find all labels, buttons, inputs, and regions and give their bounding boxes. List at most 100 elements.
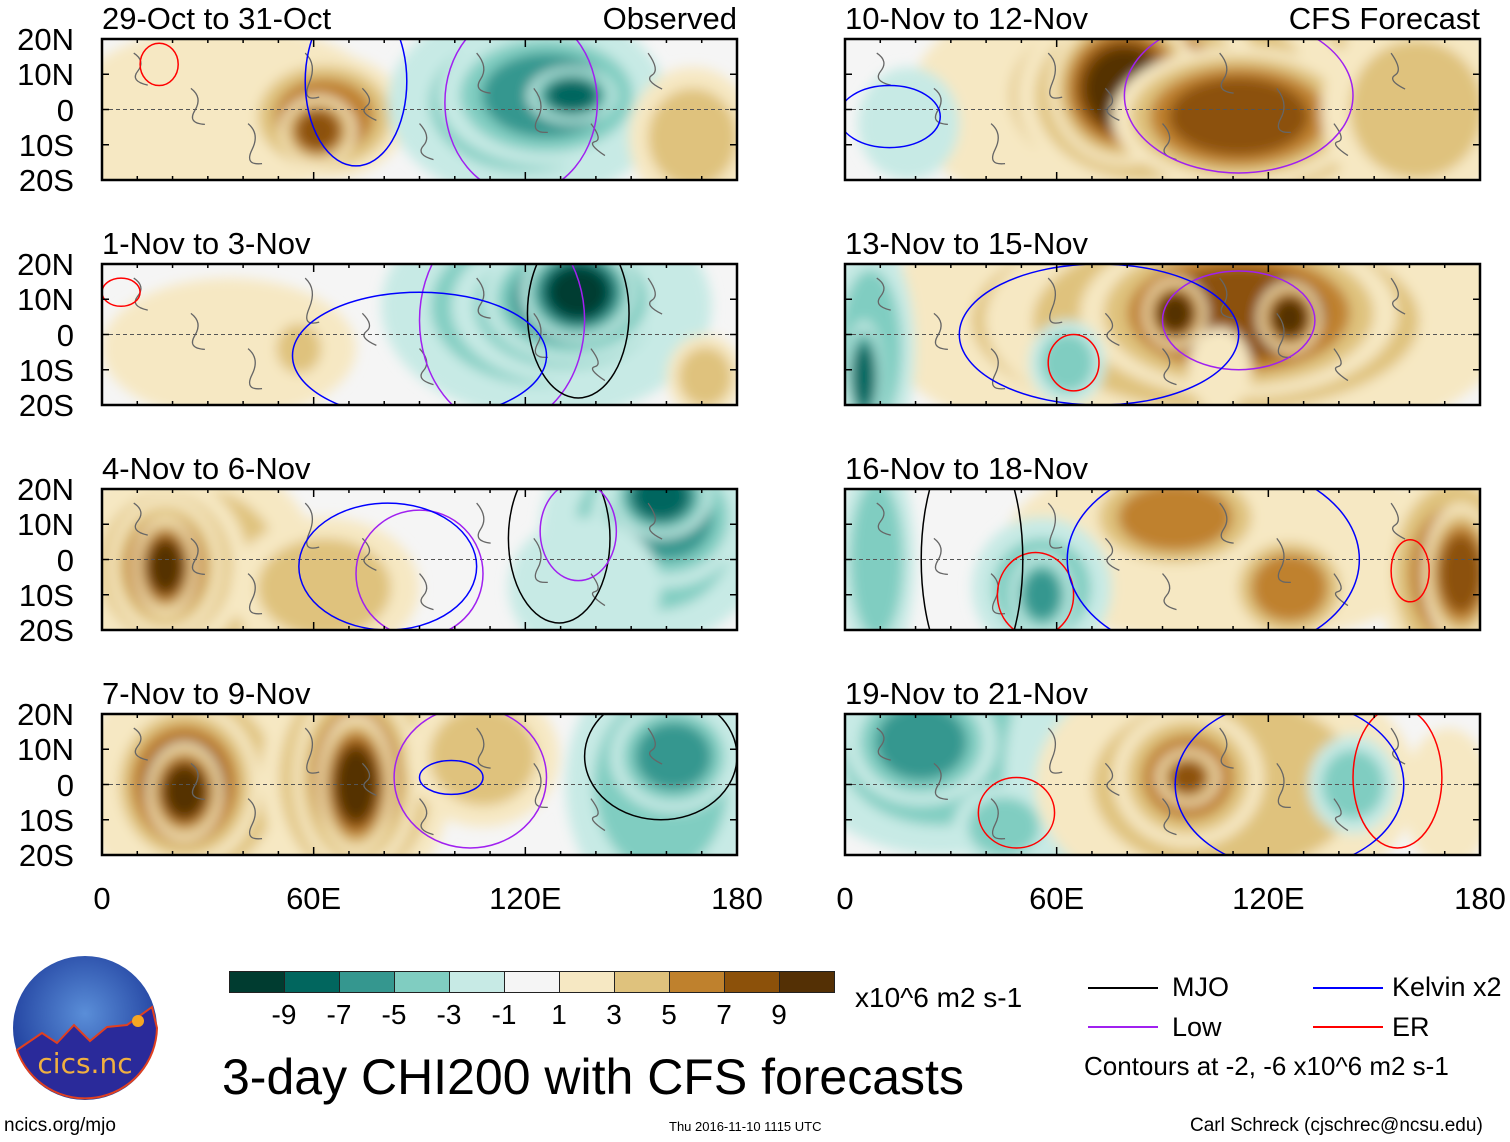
legend-kelvin-line — [1313, 987, 1383, 989]
chi-anomaly-region — [102, 123, 217, 180]
lat-tick-label: 20N — [17, 697, 74, 732]
panel-period: 1-Nov to 3-Nov — [102, 226, 311, 261]
coastline — [133, 502, 148, 536]
coastline — [533, 312, 548, 359]
colorbar-swatch — [559, 971, 615, 993]
coastline — [1047, 277, 1063, 324]
lat-tick-label: 10N — [17, 282, 74, 318]
filtered-contour — [1161, 270, 1316, 371]
coastline — [647, 502, 663, 540]
coastline — [590, 348, 606, 382]
filtered-contour — [526, 264, 630, 399]
filtered-contour — [418, 759, 484, 796]
chi-anomaly-region — [857, 67, 960, 180]
colorbar-swatch — [339, 971, 395, 993]
coastline — [876, 52, 891, 86]
lat-tick-label: 10S — [18, 802, 74, 838]
figure-title: 3-day CHI200 with CFS forecasts — [222, 1049, 964, 1105]
legend-mjo: MJO — [1172, 972, 1229, 1002]
coastline — [533, 537, 548, 584]
coastline — [1276, 762, 1291, 809]
panel-period: 13-Nov to 15-Nov — [845, 226, 1088, 261]
coastline — [1162, 348, 1177, 386]
coastline — [361, 87, 377, 121]
colorbar-tick-label: -7 — [326, 999, 352, 1030]
panel-period: 19-Nov to 21-Nov — [845, 676, 1088, 711]
coastline — [1276, 537, 1291, 584]
chi-anomaly-region — [678, 347, 732, 405]
filtered-contour — [977, 776, 1056, 849]
filtered-contour — [996, 551, 1075, 630]
panel-type-label: Observed — [602, 1, 737, 36]
filtered-contour — [304, 39, 408, 167]
panel-period: 7-Nov to 9-Nov — [102, 676, 311, 711]
lon-tick-label: 120E — [1232, 881, 1305, 916]
coastline — [1219, 727, 1234, 769]
chi-anomaly-region — [276, 323, 322, 374]
colorbar-swatch — [229, 971, 285, 993]
coastline — [476, 277, 491, 319]
chi-anomaly-region — [853, 345, 875, 405]
coastline — [990, 573, 1006, 615]
coastline — [647, 52, 663, 90]
coastline — [1047, 502, 1063, 549]
filtered-contour — [845, 84, 941, 149]
colorbar-tick-label: 1 — [551, 999, 567, 1030]
legend-low-line — [1088, 1026, 1158, 1028]
coastline — [1390, 727, 1406, 765]
lon-tick-label: 60E — [1029, 881, 1085, 916]
footer-url[interactable]: ncics.org/mjo — [4, 1115, 116, 1136]
chi-anomaly-region — [1187, 327, 1252, 405]
colorbar-swatch — [394, 971, 450, 993]
coastline — [247, 573, 263, 615]
chi-anomaly-region — [548, 266, 608, 318]
colorbar-units: x10^6 m2 s-1 — [855, 982, 1023, 1013]
lat-tick-label: 20S — [18, 838, 74, 873]
coastline — [1276, 87, 1291, 134]
cics-logo: cics.nc — [13, 956, 158, 1100]
coastline — [476, 727, 491, 769]
legend-low: Low — [1172, 1012, 1222, 1042]
lon-tick-label: 0 — [836, 881, 854, 916]
panel-period: 4-Nov to 6-Nov — [102, 451, 311, 486]
lat-tick-label: 10N — [17, 732, 74, 768]
lat-tick-label: 0 — [56, 317, 74, 353]
lon-tick-label: 0 — [93, 881, 111, 916]
coastline — [1333, 348, 1349, 382]
lat-tick-label: 0 — [56, 92, 74, 128]
panel-period: 16-Nov to 18-Nov — [845, 451, 1088, 486]
coastline — [1104, 87, 1120, 121]
lon-tick-label: 60E — [286, 881, 342, 916]
coastline — [990, 123, 1006, 165]
coastline — [1390, 502, 1406, 540]
legend-mjo-line — [1088, 987, 1158, 989]
coastline — [1390, 52, 1406, 90]
chi-anomaly-region — [1251, 553, 1328, 622]
lat-tick-label: 20N — [17, 247, 74, 282]
lat-tick-label: 20S — [18, 388, 74, 423]
filtered-contour — [444, 39, 599, 180]
legend-er: ER — [1392, 1012, 1430, 1042]
colorbar-swatch — [449, 971, 505, 993]
coastline — [1104, 537, 1120, 571]
coastline — [1047, 52, 1063, 99]
legend-er-line — [1313, 1026, 1383, 1028]
coastline — [1333, 798, 1349, 832]
colorbar-swatch — [779, 971, 835, 993]
filtered-contour — [1066, 489, 1361, 630]
chi-anomaly-region — [508, 517, 661, 630]
coastline — [933, 762, 948, 800]
colorbar-swatch — [284, 971, 340, 993]
coastline — [590, 573, 606, 607]
colorbar-tick-label: 3 — [606, 999, 622, 1030]
coastline — [419, 123, 434, 161]
coastline — [133, 52, 148, 86]
panel-type-label: CFS Forecast — [1288, 1, 1480, 36]
footer-author: Carl Schreck (cjschrec@ncsu.edu) — [1190, 1115, 1483, 1136]
filtered-contour — [139, 42, 179, 87]
map-panel — [102, 39, 737, 180]
map-panel — [845, 39, 1480, 180]
map-panel — [102, 489, 737, 630]
lat-tick-label: 10S — [18, 352, 74, 388]
chi-anomaly-region — [635, 722, 712, 791]
